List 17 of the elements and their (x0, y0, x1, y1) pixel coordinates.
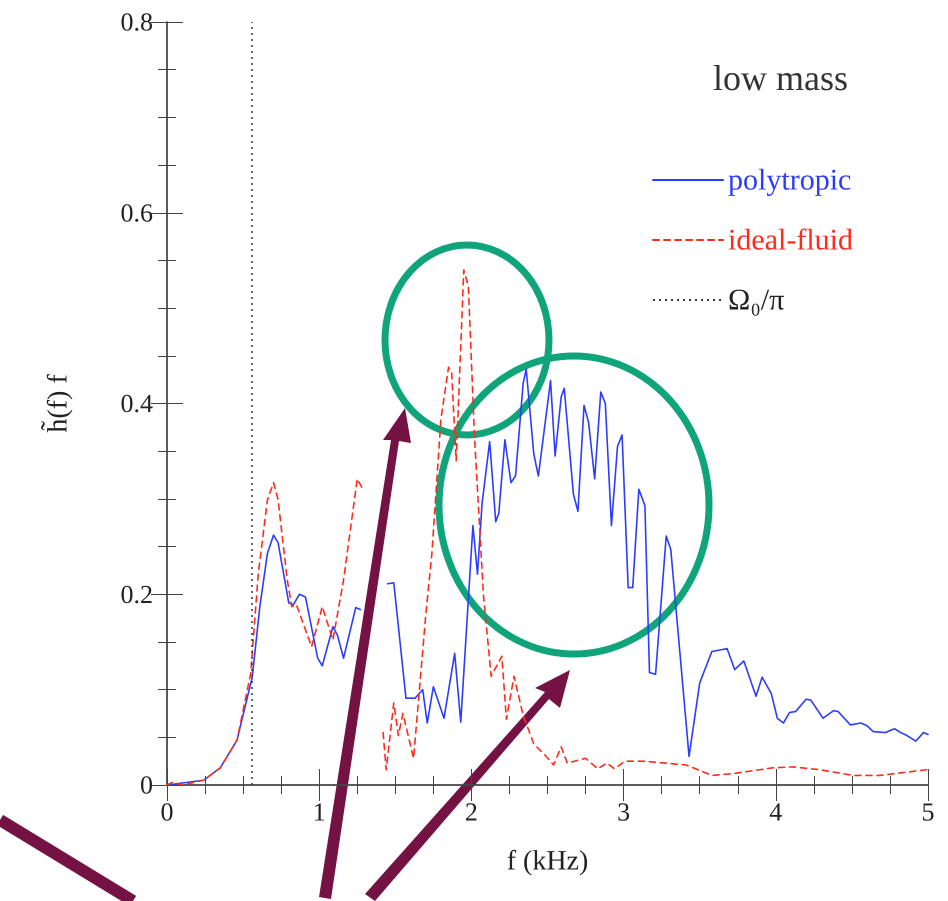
x-tick-label: 4 (769, 798, 782, 826)
legend-label: polytropic (728, 164, 852, 196)
y-tick-label: 0.8 (120, 8, 153, 36)
y-tick-label: 0 (140, 770, 153, 800)
legend-label: ideal-fluid (728, 224, 853, 256)
x-axis-title: f (kHz) (506, 846, 588, 876)
y-axis-title: h̃(f) f (40, 374, 74, 433)
y-tick-label: 0.6 (120, 198, 153, 228)
y-tick-label: 0.4 (120, 389, 153, 418)
x-tick-label: 0 (160, 798, 174, 826)
ref-line-label: Ω₀/π (728, 284, 784, 316)
x-tick-label: 1 (312, 798, 326, 826)
y-tick-label: 0.2 (120, 580, 153, 609)
x-tick-label: 3 (617, 798, 630, 826)
x-tick-label: 5 (922, 798, 934, 826)
x-tick-label: 2 (464, 798, 478, 826)
annotation: low mass (713, 58, 848, 98)
